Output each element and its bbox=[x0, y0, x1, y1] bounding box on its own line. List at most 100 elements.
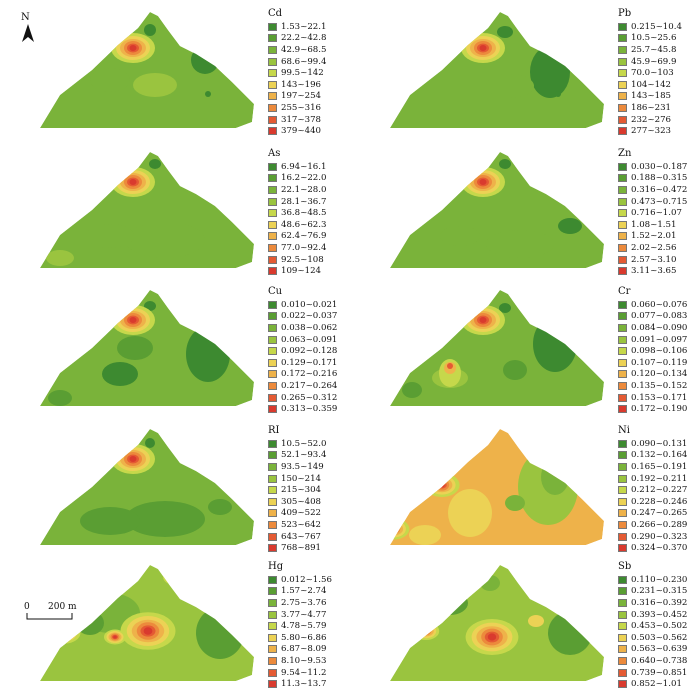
concentration-zone bbox=[130, 45, 137, 51]
legend-swatch bbox=[618, 622, 627, 630]
concentration-zone bbox=[435, 479, 449, 490]
legend-swatch bbox=[268, 657, 277, 665]
legend-label: 0.316~0.472 bbox=[631, 185, 687, 195]
legend-swatch bbox=[618, 657, 627, 665]
legend-label: 0.739~0.851 bbox=[631, 668, 687, 678]
legend-label: 0.716~1.07 bbox=[631, 208, 682, 218]
legend-swatch bbox=[268, 544, 277, 552]
legend-label: 255~316 bbox=[281, 103, 321, 113]
legend-title: Cd bbox=[268, 8, 326, 20]
concentration-zone bbox=[555, 91, 561, 97]
legend-label: 45.9~69.9 bbox=[631, 57, 676, 67]
legend-swatch bbox=[268, 622, 277, 630]
legend-label: 10.5~52.0 bbox=[281, 439, 326, 449]
legend-row: 197~254 bbox=[268, 91, 326, 103]
legend-swatch bbox=[618, 440, 627, 448]
concentration-zone bbox=[102, 362, 138, 386]
legend-row: 68.6~99.4 bbox=[268, 56, 326, 68]
legend-sb: Sb 0.110~0.230 0.231~0.315 0.316~0.392 0.393… bbox=[618, 561, 687, 690]
concentration-zone bbox=[133, 73, 177, 97]
map-panel-ni: Ni 0.090~0.131 0.132~0.164 0.165~0.191 0.192… bbox=[350, 417, 700, 555]
legend-swatch bbox=[618, 521, 627, 529]
legend-label: 523~642 bbox=[281, 520, 321, 530]
legend-swatch bbox=[618, 209, 627, 217]
concentration-zone bbox=[385, 523, 403, 536]
legend-label: 0.110~0.230 bbox=[631, 575, 687, 585]
contour-map-cu bbox=[0, 278, 260, 413]
concentration-zone bbox=[409, 525, 441, 545]
legend-swatch bbox=[618, 451, 627, 459]
legend-swatch bbox=[618, 347, 627, 355]
legend-label: 277~323 bbox=[631, 126, 671, 136]
legend-row: 6.87~8.09 bbox=[268, 644, 332, 656]
legend-label: 317~378 bbox=[281, 115, 321, 125]
concentration-zone bbox=[117, 336, 153, 360]
legend-swatch bbox=[618, 475, 627, 483]
concentration-zone bbox=[440, 226, 480, 246]
legend-row: 8.10~9.53 bbox=[268, 655, 332, 667]
concentration-zone bbox=[144, 24, 156, 36]
legend-row: 0.038~0.062 bbox=[268, 322, 337, 334]
legend-label: 0.165~0.191 bbox=[631, 462, 687, 472]
legend-row: 1.08~1.51 bbox=[618, 219, 687, 231]
legend-swatch bbox=[268, 463, 277, 471]
legend-row: 2.57~3.10 bbox=[618, 254, 687, 266]
concentration-zone bbox=[125, 222, 205, 258]
legend-row: 3.11~3.65 bbox=[618, 265, 687, 277]
legend-swatch bbox=[618, 174, 627, 182]
legend-row: 22.2~42.8 bbox=[268, 33, 326, 45]
concentration-zone bbox=[530, 46, 570, 98]
legend-row: 215~304 bbox=[268, 484, 326, 496]
concentration-zone bbox=[424, 629, 428, 633]
legend-swatch bbox=[268, 81, 277, 89]
legend-swatch bbox=[268, 669, 277, 677]
contour-map-ni bbox=[350, 417, 610, 552]
concentration-zone bbox=[486, 74, 534, 98]
legend-label: 0.077~0.083 bbox=[631, 311, 687, 321]
legend-row: 93.5~149 bbox=[268, 461, 326, 473]
legend-swatch bbox=[268, 92, 277, 100]
legend-label: 22.2~42.8 bbox=[281, 33, 326, 43]
legend-label: 0.084~0.090 bbox=[631, 323, 687, 333]
legend-row: 0.165~0.191 bbox=[618, 461, 687, 473]
legend-label: 150~214 bbox=[281, 474, 321, 484]
legend-swatch bbox=[618, 370, 627, 378]
legend-swatch bbox=[268, 475, 277, 483]
legend-swatch bbox=[268, 58, 277, 66]
legend-label: 0.316~0.392 bbox=[631, 598, 687, 608]
legend-label: 93.5~149 bbox=[281, 462, 324, 472]
legend-row: 643~767 bbox=[268, 531, 326, 543]
legend-row: 3.77~4.77 bbox=[268, 609, 332, 621]
legend-swatch bbox=[268, 46, 277, 54]
legend-swatch bbox=[618, 198, 627, 206]
legend-label: 0.265~0.312 bbox=[281, 393, 337, 403]
legend-swatch bbox=[618, 163, 627, 171]
concentration-zone bbox=[59, 628, 72, 638]
legend-swatch bbox=[268, 324, 277, 332]
legend-row: 36.8~48.5 bbox=[268, 207, 326, 219]
legend-swatch bbox=[618, 509, 627, 517]
legend-row: 0.084~0.090 bbox=[618, 322, 687, 334]
legend-swatch bbox=[618, 244, 627, 252]
legend-swatch bbox=[268, 498, 277, 506]
legend-title: As bbox=[268, 148, 326, 160]
legend-label: 42.9~68.5 bbox=[281, 45, 326, 55]
concentration-zone bbox=[48, 390, 72, 406]
legend-label: 0.563~0.639 bbox=[631, 644, 687, 654]
legend-label: 379~440 bbox=[281, 126, 321, 136]
concentration-zone bbox=[113, 636, 117, 639]
legend-label: 16.2~22.0 bbox=[281, 173, 326, 183]
legend-row: 523~642 bbox=[268, 519, 326, 531]
concentration-zone bbox=[80, 507, 140, 535]
concentration-zone bbox=[76, 611, 104, 635]
legend-title: Ni bbox=[618, 425, 687, 437]
concentration-zone bbox=[480, 179, 487, 185]
legend-swatch bbox=[618, 680, 627, 688]
legend-ri: RI 10.5~52.0 52.1~93.4 93.5~149 150~214 215~3… bbox=[268, 425, 326, 554]
legend-pb: Pb 0.215~10.4 10.5~25.6 25.7~45.8 45.9~69.9 7… bbox=[618, 8, 682, 137]
legend-label: 0.217~0.264 bbox=[281, 381, 337, 391]
map-panel-cu: Cu 0.010~0.021 0.022~0.037 0.038~0.062 0.063… bbox=[0, 278, 350, 416]
legend-swatch bbox=[268, 69, 277, 77]
legend-label: 2.57~3.10 bbox=[631, 255, 676, 265]
concentration-zone bbox=[149, 159, 161, 169]
